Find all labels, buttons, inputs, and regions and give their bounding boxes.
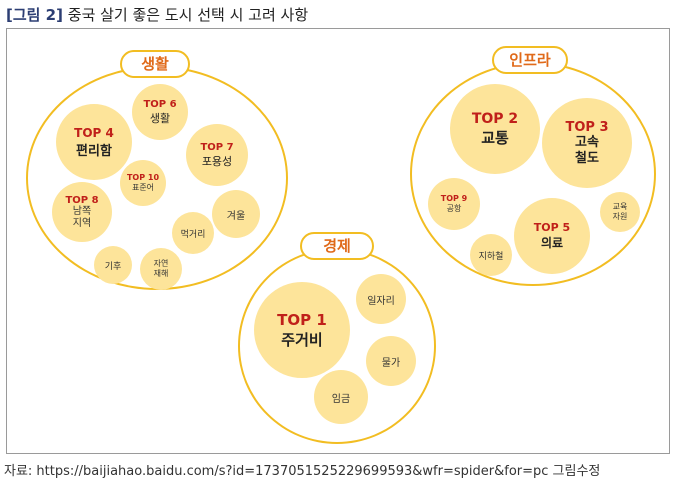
bubble-climate-label: 기후 <box>104 261 122 272</box>
bubble-jobs-label: 일자리 <box>367 295 395 307</box>
bubble-top3-label: 고속 철도 <box>575 134 599 166</box>
bubble-food: 먹거리 <box>172 212 214 254</box>
bubble-top8-label: 남쪽 지역 <box>72 205 92 229</box>
bubble-education-label: 교육 자원 <box>612 202 628 221</box>
bubble-top5-rank: TOP 5 <box>533 221 571 234</box>
bubble-top7-label: 포용성 <box>201 154 233 168</box>
economy-group-label: 경제 <box>300 232 374 260</box>
life-group-label: 생활 <box>120 50 190 78</box>
bubble-top7: TOP 7 포용성 <box>186 124 248 186</box>
bubble-top10: TOP 10 표준어 <box>120 160 166 206</box>
figure-caption: 중국 살기 좋은 도시 선택 시 고려 사항 <box>67 6 309 24</box>
bubble-top1-rank: TOP 1 <box>277 310 327 329</box>
bubble-top6: TOP 6 생활 <box>132 84 188 140</box>
figure-number: [그림 2] <box>6 6 63 24</box>
bubble-winter-label: 겨울 <box>226 210 246 222</box>
bubble-top5-label: 의료 <box>540 236 564 250</box>
bubble-education: 교육 자원 <box>600 192 640 232</box>
bubble-subway-label: 지하철 <box>478 251 504 262</box>
bubble-top1: TOP 1 주거비 <box>254 282 350 378</box>
bubble-food-label: 먹거리 <box>180 229 206 240</box>
bubble-nature-label: 자연 재해 <box>153 259 169 278</box>
bubble-top10-rank: TOP 10 <box>126 173 160 182</box>
bubble-top7-rank: TOP 7 <box>200 141 234 153</box>
bubble-top2-rank: TOP 2 <box>471 110 519 127</box>
bubble-top9: TOP 9 공항 <box>428 178 480 230</box>
bubble-top1-label: 주거비 <box>281 330 323 349</box>
figure-title: [그림 2] 중국 살기 좋은 도시 선택 시 고려 사항 <box>6 4 308 25</box>
bubble-top5: TOP 5 의료 <box>514 198 590 274</box>
bubble-wages: 임금 <box>314 370 368 424</box>
bubble-prices-label: 물가 <box>381 357 401 369</box>
bubble-top8-rank: TOP 8 <box>65 194 99 206</box>
bubble-top8: TOP 8 남쪽 지역 <box>52 182 112 242</box>
bubble-jobs: 일자리 <box>356 274 406 324</box>
bubble-top3-rank: TOP 3 <box>565 119 609 135</box>
bubble-top2: TOP 2 교통 <box>450 84 540 174</box>
infra-group-label: 인프라 <box>492 46 568 74</box>
bubble-top6-label: 생활 <box>149 111 171 125</box>
source-note: 자료: https://baijiahao.baidu.com/s?id=173… <box>4 464 601 479</box>
bubble-subway: 지하철 <box>470 234 512 276</box>
bubble-wages-label: 임금 <box>331 393 351 405</box>
bubble-winter: 겨울 <box>212 190 260 238</box>
bubble-nature: 자연 재해 <box>140 248 182 290</box>
bubble-top3: TOP 3 고속 철도 <box>542 98 632 188</box>
bubble-top2-label: 교통 <box>481 128 509 147</box>
bubble-top4: TOP 4 편리함 <box>56 104 132 180</box>
bubble-climate: 기후 <box>94 246 132 284</box>
bubble-top4-rank: TOP 4 <box>74 125 114 140</box>
bubble-top9-label: 공항 <box>446 204 462 213</box>
bubble-top4-label: 편리함 <box>76 143 112 159</box>
bubble-prices: 물가 <box>366 336 416 386</box>
bubble-top9-rank: TOP 9 <box>440 194 468 203</box>
bubble-top10-label: 표준어 <box>131 183 155 192</box>
bubble-top6-rank: TOP 6 <box>143 98 177 110</box>
